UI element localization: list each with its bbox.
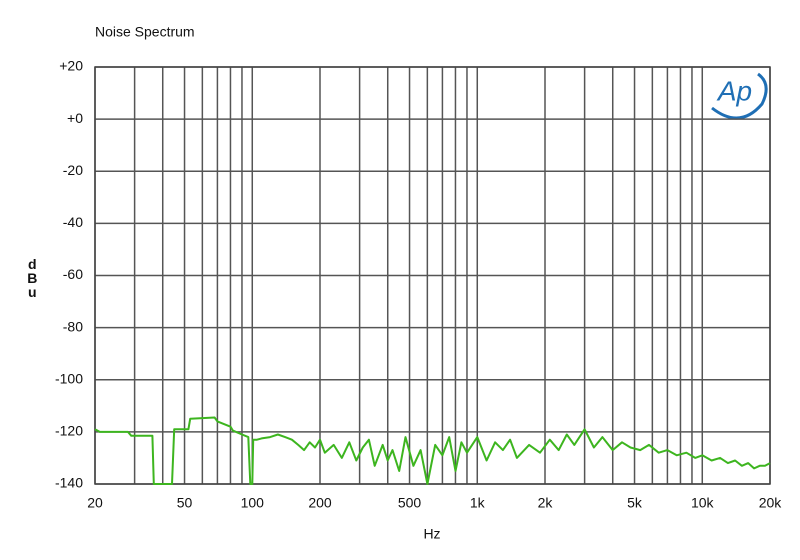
y-tick-label: -40	[63, 214, 83, 230]
x-tick-label: 5k	[627, 495, 643, 511]
plot-frame	[94, 66, 771, 485]
y-tick-label: -80	[63, 318, 83, 334]
x-tick-label: 2k	[538, 495, 554, 511]
y-tick-label: -60	[63, 266, 83, 282]
logo: Ap	[711, 72, 768, 120]
logo-arc	[711, 72, 768, 120]
logo-text: Ap	[716, 75, 752, 106]
x-tick-label: 10k	[691, 495, 715, 511]
chart-title: Noise Spectrum	[95, 24, 195, 40]
y-tick-label: -120	[55, 423, 83, 439]
x-axis-label: Hz	[423, 526, 440, 542]
y-tick-label: +0	[67, 110, 83, 126]
x-tick-label: 20	[87, 495, 103, 511]
x-tick-label: 100	[241, 495, 265, 511]
y-tick-label: +20	[59, 58, 83, 74]
x-tick-label: 50	[177, 495, 193, 511]
y-tick-label: -140	[55, 475, 83, 491]
x-tick-label: 1k	[470, 495, 486, 511]
x-tick-label: 500	[398, 495, 422, 511]
y-tick-label: -20	[63, 162, 83, 178]
spectrum-line	[94, 416, 771, 485]
y-tick-label: -100	[55, 370, 83, 386]
x-tick-label: 200	[308, 495, 332, 511]
grid	[94, 66, 771, 485]
x-tick-label: 20k	[759, 495, 783, 511]
y-axis-label: dBu	[24, 256, 40, 298]
